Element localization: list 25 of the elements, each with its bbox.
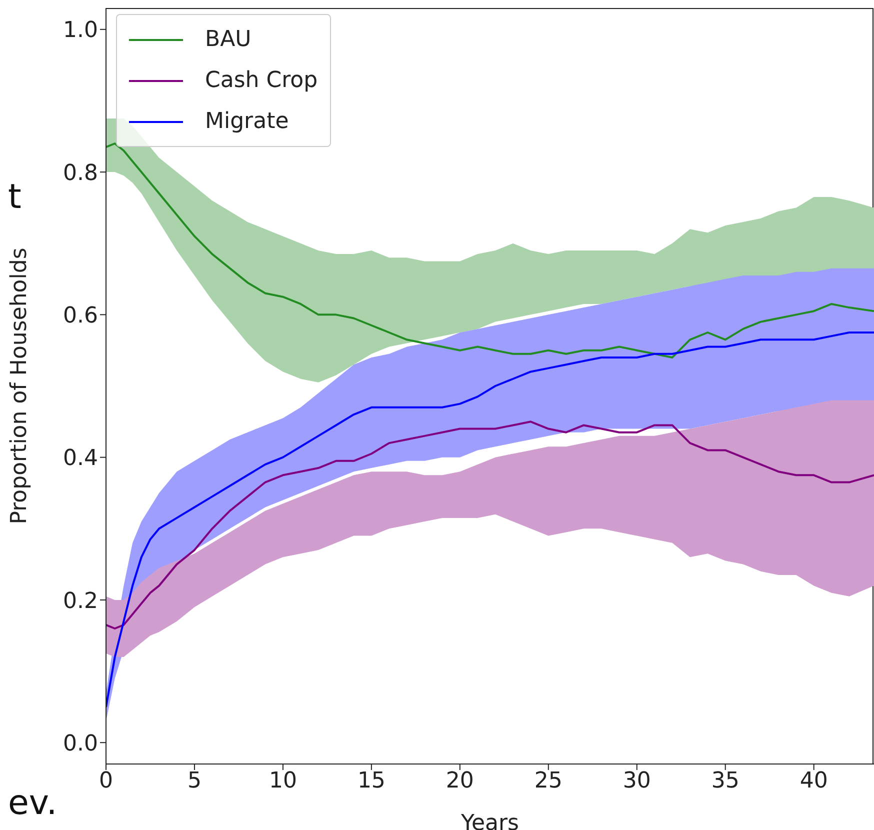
x-tick-label: 10: [268, 768, 297, 794]
y-tick-label: 0.8: [63, 160, 98, 186]
legend-label: Migrate: [205, 109, 289, 134]
x-tick-label: 25: [534, 768, 562, 794]
line-series: [106, 420, 874, 630]
x-tick-label: 40: [800, 768, 828, 794]
text: ev.: [8, 783, 58, 823]
y-tick-label: 1.0: [63, 18, 98, 44]
y-tick-label: 0.0: [63, 731, 98, 756]
legend-label: BAU: [205, 27, 252, 52]
line-series: [106, 332, 874, 708]
x-tick-label: 15: [357, 768, 386, 794]
y-axis-title: Proportion of Households: [6, 248, 32, 524]
legend-label: Cash Crop: [205, 68, 318, 93]
y-tick-label: 0.4: [63, 446, 98, 472]
x-tick-label: 30: [622, 768, 651, 794]
line-series: [106, 142, 874, 358]
y-tick-label: 0.2: [63, 588, 98, 614]
x-tick-label: 0: [99, 768, 113, 794]
x-axis-title: Years: [460, 811, 520, 830]
x-tick-label: 35: [711, 768, 740, 794]
y-tick-label: 0.6: [63, 303, 98, 328]
x-tick-label: 5: [187, 768, 202, 794]
text: t: [8, 177, 22, 217]
x-tick-label: 20: [446, 768, 474, 794]
